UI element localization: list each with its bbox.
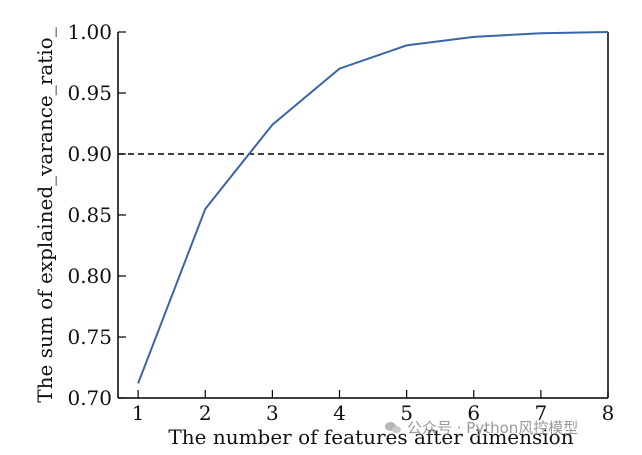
x-tick-label: 7 — [535, 401, 548, 425]
x-tick-label: 3 — [266, 401, 279, 425]
y-tick-label: 0.95 — [67, 81, 112, 105]
y-tick-label: 0.70 — [67, 386, 112, 410]
y-tick-label: 0.85 — [67, 203, 112, 227]
y-ticks: 0.70 0.75 0.80 0.85 0.90 0.95 1.00 — [67, 20, 126, 410]
y-tick-label: 0.80 — [67, 264, 112, 288]
watermark: 公众号 · Python风控模型 — [385, 417, 578, 438]
y-tick-label: 1.00 — [67, 20, 112, 44]
x-ticks: 1 2 3 4 5 6 7 8 — [132, 390, 615, 425]
x-tick-label: 4 — [333, 401, 346, 425]
y-tick-label: 0.75 — [67, 325, 112, 349]
series-line — [137, 31, 609, 384]
x-tick-label: 1 — [132, 401, 145, 425]
x-tick-label: 6 — [467, 401, 480, 425]
y-tick-label: 0.90 — [67, 142, 112, 166]
x-tick-label: 8 — [602, 401, 615, 425]
x-tick-label: 5 — [400, 401, 413, 425]
x-axis-title: The number of features after dimension — [168, 425, 573, 449]
wechat-icon — [385, 421, 403, 435]
watermark-text: 公众号 · Python风控模型 — [407, 419, 579, 437]
axes — [117, 32, 609, 399]
x-tick-label: 2 — [199, 401, 212, 425]
y-axis-title: The sum of explained_varance_ratio_ — [33, 27, 57, 402]
